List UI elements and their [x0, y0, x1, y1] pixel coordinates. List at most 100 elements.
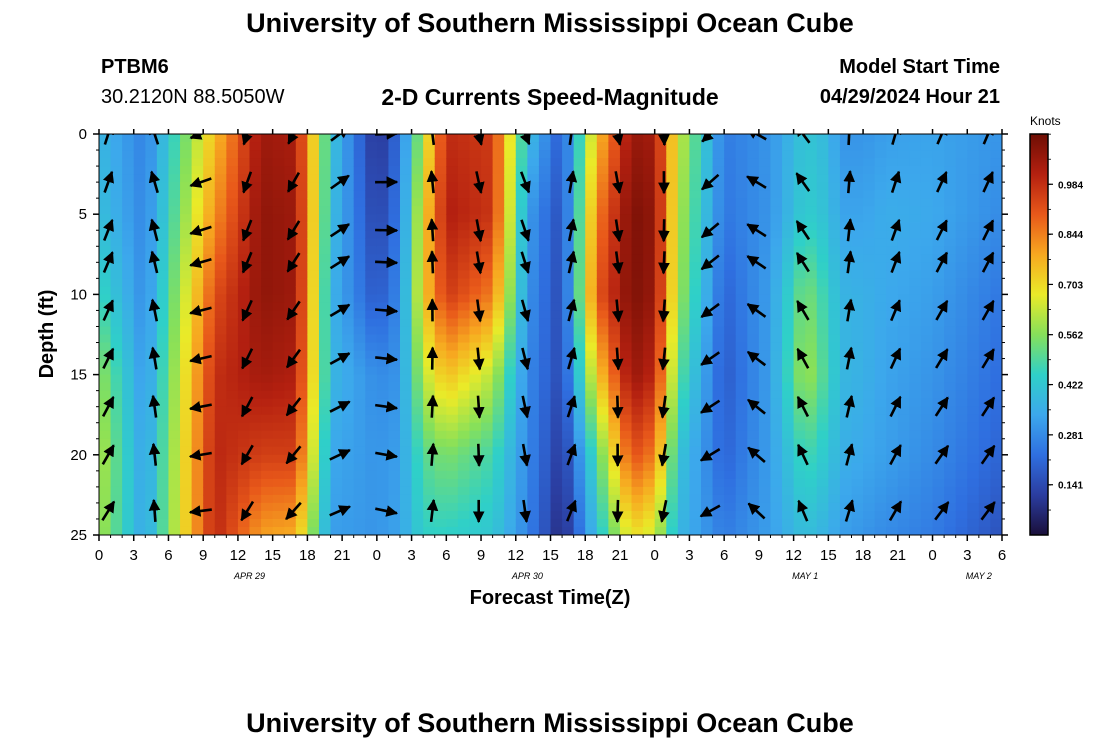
heatmap-cell [99, 390, 112, 400]
heatmap-cell [643, 366, 656, 376]
heatmap-cell [365, 318, 378, 328]
heatmap-cell [886, 286, 899, 295]
heatmap-cell [214, 406, 227, 416]
heatmap-cell [330, 246, 343, 255]
heatmap-cell [411, 390, 424, 400]
heatmap-cell [133, 446, 146, 456]
heatmap-cell [446, 262, 459, 271]
y-tick-label: 20 [70, 447, 87, 464]
heatmap-cell [203, 150, 216, 159]
heatmap-cell [457, 150, 471, 159]
heatmap-cell [376, 238, 390, 247]
heatmap-cell [388, 198, 401, 207]
heatmap-cell [226, 158, 239, 167]
heatmap-cell [492, 454, 505, 464]
heatmap-cell [133, 206, 146, 215]
heatmap-cell [967, 150, 980, 159]
heatmap-cell [481, 502, 494, 512]
heatmap-cell [932, 382, 945, 392]
heatmap-cell [735, 374, 748, 384]
heatmap-cell [608, 494, 621, 504]
heatmap-cell [284, 526, 297, 535]
heatmap-cell [782, 502, 795, 512]
heatmap-cell [481, 382, 494, 392]
x-tick-label: 21 [334, 547, 351, 564]
heatmap-cell [758, 270, 772, 279]
heatmap-cell [677, 246, 691, 255]
heatmap-cell [191, 318, 204, 328]
heatmap-cell [735, 398, 748, 408]
heatmap-cell [909, 382, 922, 392]
speed-heatmap [99, 134, 1002, 535]
heatmap-cell [295, 150, 308, 159]
x-tick-label: 3 [685, 547, 693, 564]
heatmap-cell [585, 478, 598, 488]
heatmap-cell [585, 246, 598, 255]
heatmap-cell [423, 526, 436, 535]
heatmap-cell [874, 446, 887, 456]
heatmap-cell [214, 262, 227, 271]
direction-arrow [889, 347, 902, 370]
heatmap-cell [388, 494, 401, 504]
direction-arrow [286, 220, 301, 241]
heatmap-cell [99, 318, 112, 328]
heatmap-cell [446, 366, 459, 376]
heatmap-cell [527, 382, 540, 392]
heatmap-cell [863, 494, 876, 504]
heatmap-cell [342, 294, 355, 304]
heatmap-cell [156, 238, 170, 247]
heatmap-cell [237, 318, 251, 328]
heatmap-cell [434, 382, 447, 392]
heatmap-cell [492, 326, 505, 336]
heatmap-cell [724, 214, 737, 223]
heatmap-cell [272, 438, 285, 448]
heatmap-cell [180, 158, 193, 167]
heatmap-cell [284, 470, 297, 480]
heatmap-cell [967, 350, 980, 360]
heatmap-cell [330, 390, 343, 400]
heatmap-cell [654, 302, 667, 312]
heatmap-cell [724, 326, 737, 336]
heatmap-cell [897, 230, 910, 239]
heatmap-cell [967, 374, 980, 384]
heatmap-cell [400, 406, 413, 416]
heatmap-cell [643, 446, 656, 456]
heatmap-cell [411, 254, 424, 263]
heatmap-cell [573, 414, 586, 424]
heatmap-cell [990, 366, 1002, 376]
heatmap-cell [133, 182, 146, 191]
heatmap-cell [955, 134, 968, 143]
heatmap-cell [284, 342, 297, 352]
heatmap-cell [863, 158, 876, 167]
heatmap-cell [839, 462, 853, 472]
heatmap-cell [619, 222, 633, 231]
x-tick-label: 21 [612, 547, 629, 564]
heatmap-cell [828, 398, 841, 408]
heatmap-cell [596, 446, 609, 456]
heatmap-cell [284, 334, 297, 344]
heatmap-cell [851, 502, 864, 512]
heatmap-cell [133, 254, 146, 263]
heatmap-cell [133, 286, 146, 295]
heatmap-cell [978, 478, 992, 488]
heatmap-cell [562, 230, 575, 239]
heatmap-cell [376, 494, 390, 504]
heatmap-cell [388, 166, 401, 175]
heatmap-cell [758, 294, 772, 304]
heatmap-cell [909, 366, 922, 376]
heatmap-cell [145, 486, 158, 496]
heatmap-cell [249, 430, 262, 440]
heatmap-cell [457, 478, 471, 488]
heatmap-cell [643, 198, 656, 207]
heatmap-cell [816, 142, 829, 151]
heatmap-cell [110, 246, 123, 255]
heatmap-cell [909, 350, 922, 360]
heatmap-cell [596, 462, 609, 472]
heatmap-cell [237, 526, 251, 535]
heatmap-cell [712, 206, 725, 215]
direction-arrow [189, 134, 205, 140]
heatmap-cell [481, 318, 494, 328]
heatmap-cell [353, 486, 366, 496]
heatmap-cell [145, 422, 158, 432]
heatmap-cell [782, 262, 795, 271]
